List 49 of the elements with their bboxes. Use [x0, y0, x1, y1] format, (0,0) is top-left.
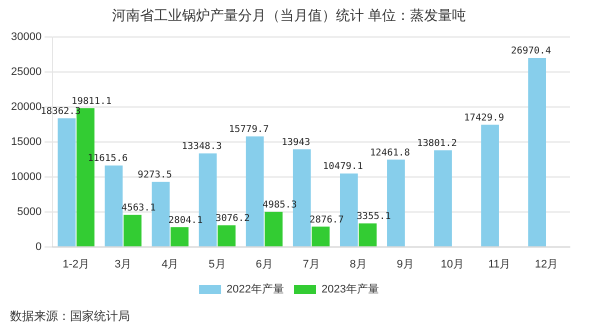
bar	[104, 165, 123, 246]
data-label: 13348.3	[182, 141, 222, 152]
y-tick-label: 10000	[10, 170, 42, 183]
bar	[312, 226, 330, 246]
bar	[481, 124, 499, 246]
legend-label: 2022年产量	[226, 282, 284, 296]
data-label: 17429.9	[464, 112, 504, 124]
legend-label: 2023年产量	[322, 282, 379, 296]
data-label: 26970.4	[511, 46, 552, 57]
data-label: 12461.8	[370, 147, 410, 158]
y-tick-label: 0	[35, 240, 42, 253]
y-tick-label: 5000	[17, 206, 42, 218]
bar	[58, 118, 76, 246]
x-tick-label: 10月	[440, 258, 464, 270]
x-tick-label: 12月	[534, 258, 558, 270]
data-label: 19811.1	[71, 96, 112, 107]
data-label: 10479.1	[322, 161, 364, 172]
x-tick-label: 3月	[114, 258, 132, 270]
x-tick-label: 9月	[396, 258, 414, 270]
y-tick-label: 25000	[10, 66, 42, 78]
bar	[170, 227, 189, 246]
data-label: 3355.1	[356, 211, 392, 222]
bar	[264, 212, 283, 246]
bar	[218, 225, 236, 246]
x-tick-label: 6月	[256, 258, 273, 270]
data-label: 9273.5	[138, 170, 172, 181]
data-label: 2804.1	[168, 214, 204, 226]
data-label: 4563.1	[121, 202, 156, 214]
data-label: 3076.2	[215, 212, 250, 224]
y-tick-label: 20000	[10, 100, 42, 113]
bar	[434, 150, 452, 246]
x-tick-label: 4月	[162, 258, 179, 270]
bar	[358, 223, 377, 246]
bar	[124, 214, 142, 246]
x-tick-label: 7月	[302, 258, 320, 270]
data-label: 15779.7	[228, 124, 269, 136]
source-note: 数据来源：国家统计局	[10, 308, 130, 325]
x-tick-label: 8月	[350, 258, 367, 270]
data-label: 13801.2	[416, 138, 458, 149]
data-label: 2876.7	[310, 214, 344, 226]
y-tick-label: 30000	[10, 30, 42, 43]
x-tick-label: 5月	[208, 258, 226, 270]
data-label: 4985.3	[262, 200, 297, 211]
bar	[528, 58, 546, 246]
x-tick-label: 1-2月	[62, 258, 90, 270]
chart-title: 河南省工业锅炉产量分月（当月值）统计 单位：蒸发量吨	[112, 8, 466, 24]
y-tick-label: 15000	[10, 136, 42, 148]
data-label: 13943	[282, 136, 310, 148]
x-tick-label: 11月	[488, 258, 511, 270]
